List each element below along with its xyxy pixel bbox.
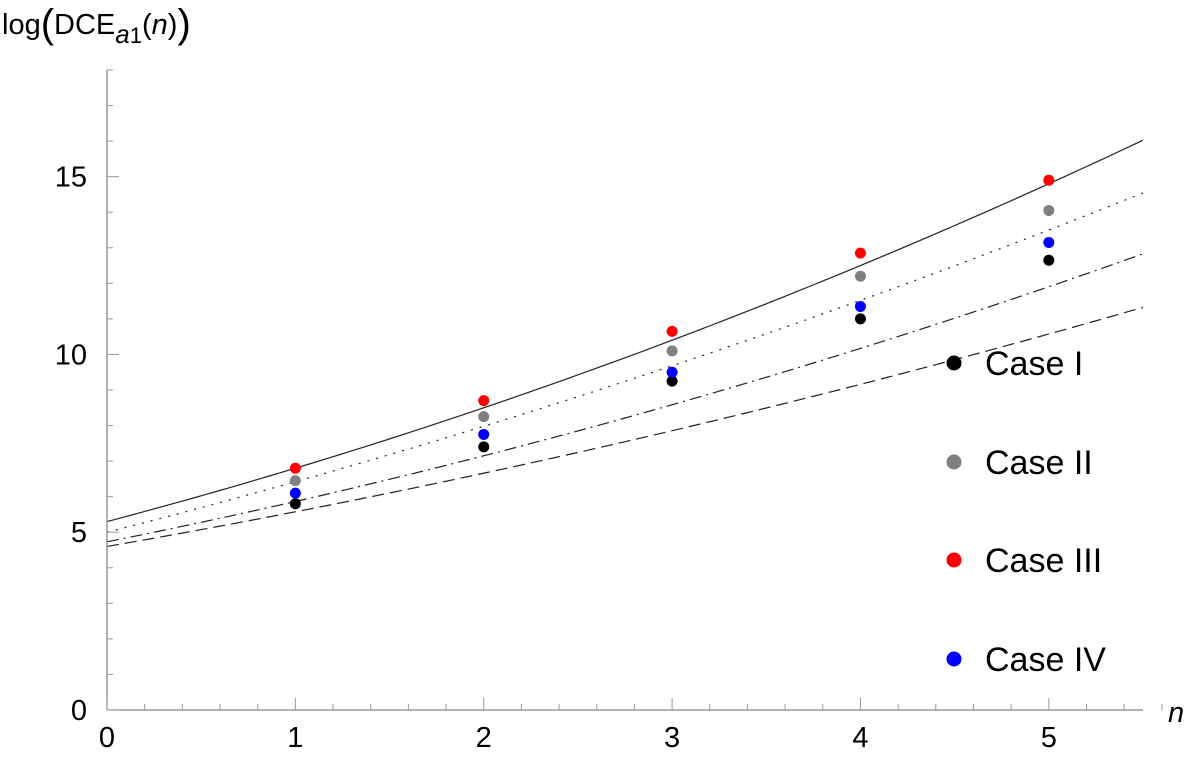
point-case-iv bbox=[666, 366, 678, 378]
curve-case-iii bbox=[106, 139, 1144, 523]
legend: Case I Case II Case III Case IV bbox=[946, 345, 1106, 679]
point-case-i bbox=[854, 313, 866, 325]
x-tick-label: 0 bbox=[99, 722, 115, 754]
legend-label: Case I bbox=[985, 345, 1083, 383]
point-case-i bbox=[478, 441, 490, 453]
x-tick-label: 5 bbox=[1041, 722, 1057, 754]
legend-label: Case III bbox=[985, 542, 1102, 580]
legend-label: Case IV bbox=[985, 641, 1106, 679]
point-case-ii bbox=[854, 270, 866, 282]
y-tick-label: 10 bbox=[55, 339, 87, 371]
x-tick-label: 4 bbox=[852, 722, 868, 754]
point-case-iv bbox=[854, 300, 866, 312]
point-case-ii bbox=[478, 411, 490, 423]
x-tick-label: 1 bbox=[287, 722, 303, 754]
axes: 0 1 2 3 4 5 0 5 10 15 bbox=[55, 69, 1163, 754]
legend-label: Case II bbox=[985, 444, 1093, 482]
legend-marker bbox=[946, 454, 962, 470]
y-axis-title: log(DCEa1(n)) bbox=[2, 2, 191, 49]
point-case-iii bbox=[289, 462, 301, 474]
point-case-iv bbox=[289, 487, 301, 499]
x-axis-title: n bbox=[1168, 697, 1184, 729]
y-tick-label: 15 bbox=[55, 162, 87, 194]
legend-marker bbox=[946, 552, 962, 568]
point-case-iv bbox=[478, 428, 490, 440]
x-tick-label: 3 bbox=[664, 722, 680, 754]
data-points bbox=[289, 174, 1055, 510]
fit-curves bbox=[106, 139, 1144, 548]
point-case-ii bbox=[1043, 204, 1055, 216]
legend-marker bbox=[946, 355, 962, 371]
curve-case-iv bbox=[106, 253, 1144, 543]
point-case-iii bbox=[1043, 174, 1055, 186]
curve-case-i bbox=[106, 306, 1144, 548]
y-tick-label: 5 bbox=[71, 517, 87, 549]
point-case-ii bbox=[666, 345, 678, 357]
point-case-ii bbox=[289, 475, 301, 487]
legend-marker bbox=[946, 651, 962, 667]
point-case-iii bbox=[666, 325, 678, 337]
x-tick-label: 2 bbox=[476, 722, 492, 754]
point-case-iii bbox=[478, 395, 490, 407]
point-case-iv bbox=[1043, 236, 1055, 248]
point-case-i bbox=[1043, 254, 1055, 266]
point-case-iii bbox=[854, 247, 866, 259]
point-case-i bbox=[289, 498, 301, 510]
y-tick-label: 0 bbox=[71, 695, 87, 727]
point-case-i bbox=[666, 375, 678, 387]
